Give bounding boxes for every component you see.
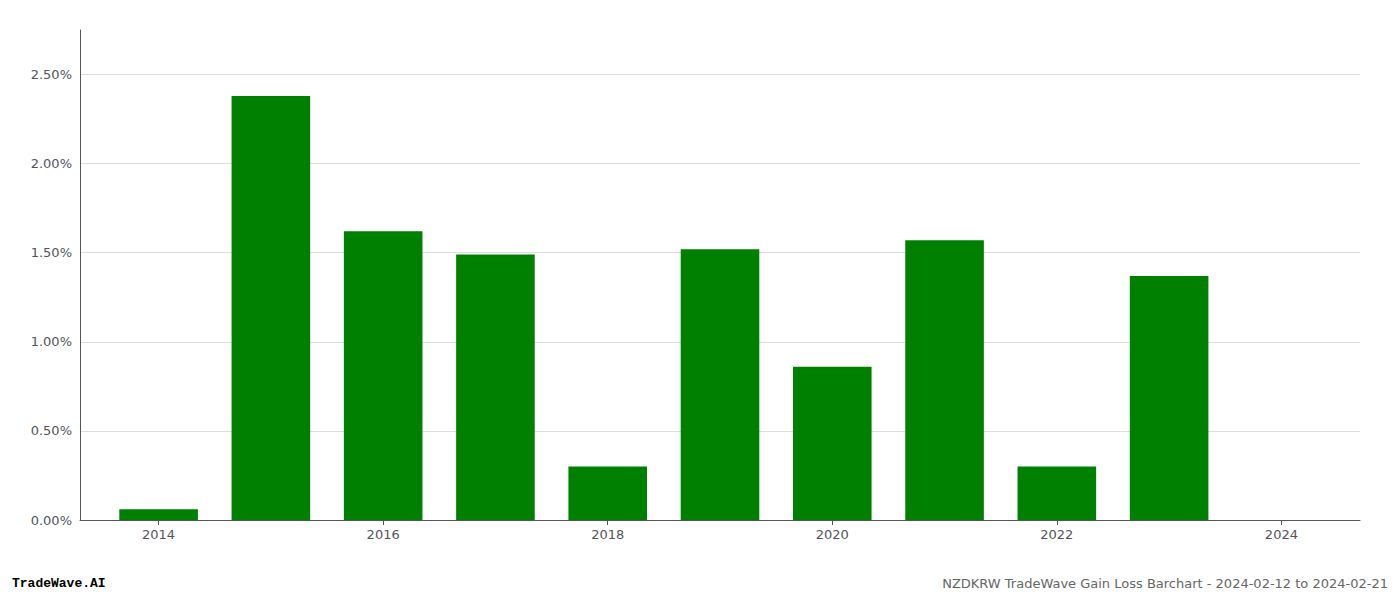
svg-text:2014: 2014 <box>142 527 175 542</box>
svg-text:2020: 2020 <box>816 527 849 542</box>
svg-text:2.50%: 2.50% <box>31 67 72 82</box>
svg-text:0.50%: 0.50% <box>31 423 72 438</box>
svg-text:2016: 2016 <box>367 527 400 542</box>
svg-text:1.00%: 1.00% <box>31 334 72 349</box>
svg-text:NZDKRW TradeWave Gain Loss Bar: NZDKRW TradeWave Gain Loss Barchart - 20… <box>942 576 1388 591</box>
svg-text:2018: 2018 <box>591 527 624 542</box>
svg-text:0.00%: 0.00% <box>31 513 72 528</box>
svg-text:TradeWave.AI: TradeWave.AI <box>12 576 106 591</box>
svg-text:2024: 2024 <box>1265 527 1298 542</box>
svg-text:2.00%: 2.00% <box>31 156 72 171</box>
svg-text:2022: 2022 <box>1040 527 1073 542</box>
svg-text:1.50%: 1.50% <box>31 245 72 260</box>
